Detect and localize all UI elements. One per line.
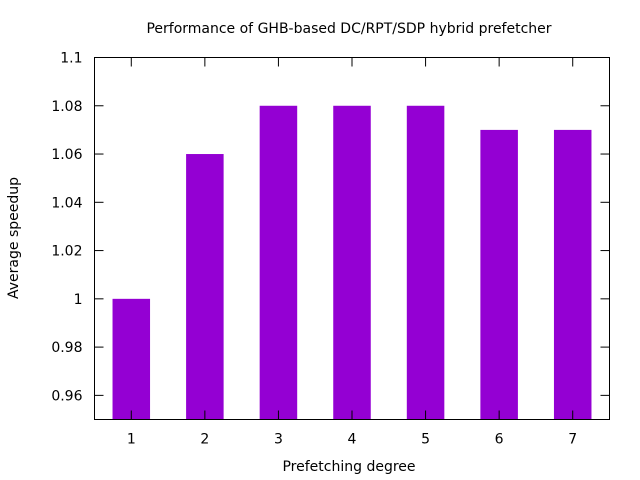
y-tick-label: 1 [74, 292, 83, 308]
x-tick-label: 2 [200, 432, 209, 448]
y-tick-label: 1.04 [51, 195, 82, 211]
y-axis-label: Average speedup [6, 177, 22, 299]
y-tick-label: 1.1 [60, 51, 82, 67]
bar-degree-4 [333, 105, 371, 420]
bar-degree-6 [480, 129, 518, 420]
x-tick-label: 1 [127, 432, 136, 448]
x-axis-label: Prefetching degree [282, 459, 415, 475]
x-tick-label: 3 [274, 432, 283, 448]
y-tick-label: 1.08 [51, 99, 82, 115]
bar-degree-3 [259, 105, 298, 420]
chart-title: Performance of GHB-based DC/RPT/SDP hybr… [146, 21, 551, 37]
bar-degree-5 [406, 105, 445, 420]
x-tick-label: 6 [495, 432, 504, 448]
y-tick-label: 0.98 [51, 340, 82, 356]
bars-group [112, 105, 592, 420]
y-axis: 0.96 0.98 1 1.02 1.04 1.06 1.08 1.1 [51, 51, 610, 404]
y-tick-label: 1.06 [51, 147, 82, 163]
bar-degree-1 [112, 298, 151, 420]
x-tick-label: 4 [348, 432, 357, 448]
bar-degree-2 [186, 154, 224, 420]
x-axis: 1 2 3 4 5 6 7 [127, 57, 577, 448]
y-tick-label: 1.02 [51, 244, 82, 260]
bar-degree-7 [553, 129, 592, 420]
x-tick-label: 7 [568, 432, 577, 448]
y-tick-label: 0.96 [51, 388, 82, 404]
x-tick-label: 5 [421, 432, 430, 448]
